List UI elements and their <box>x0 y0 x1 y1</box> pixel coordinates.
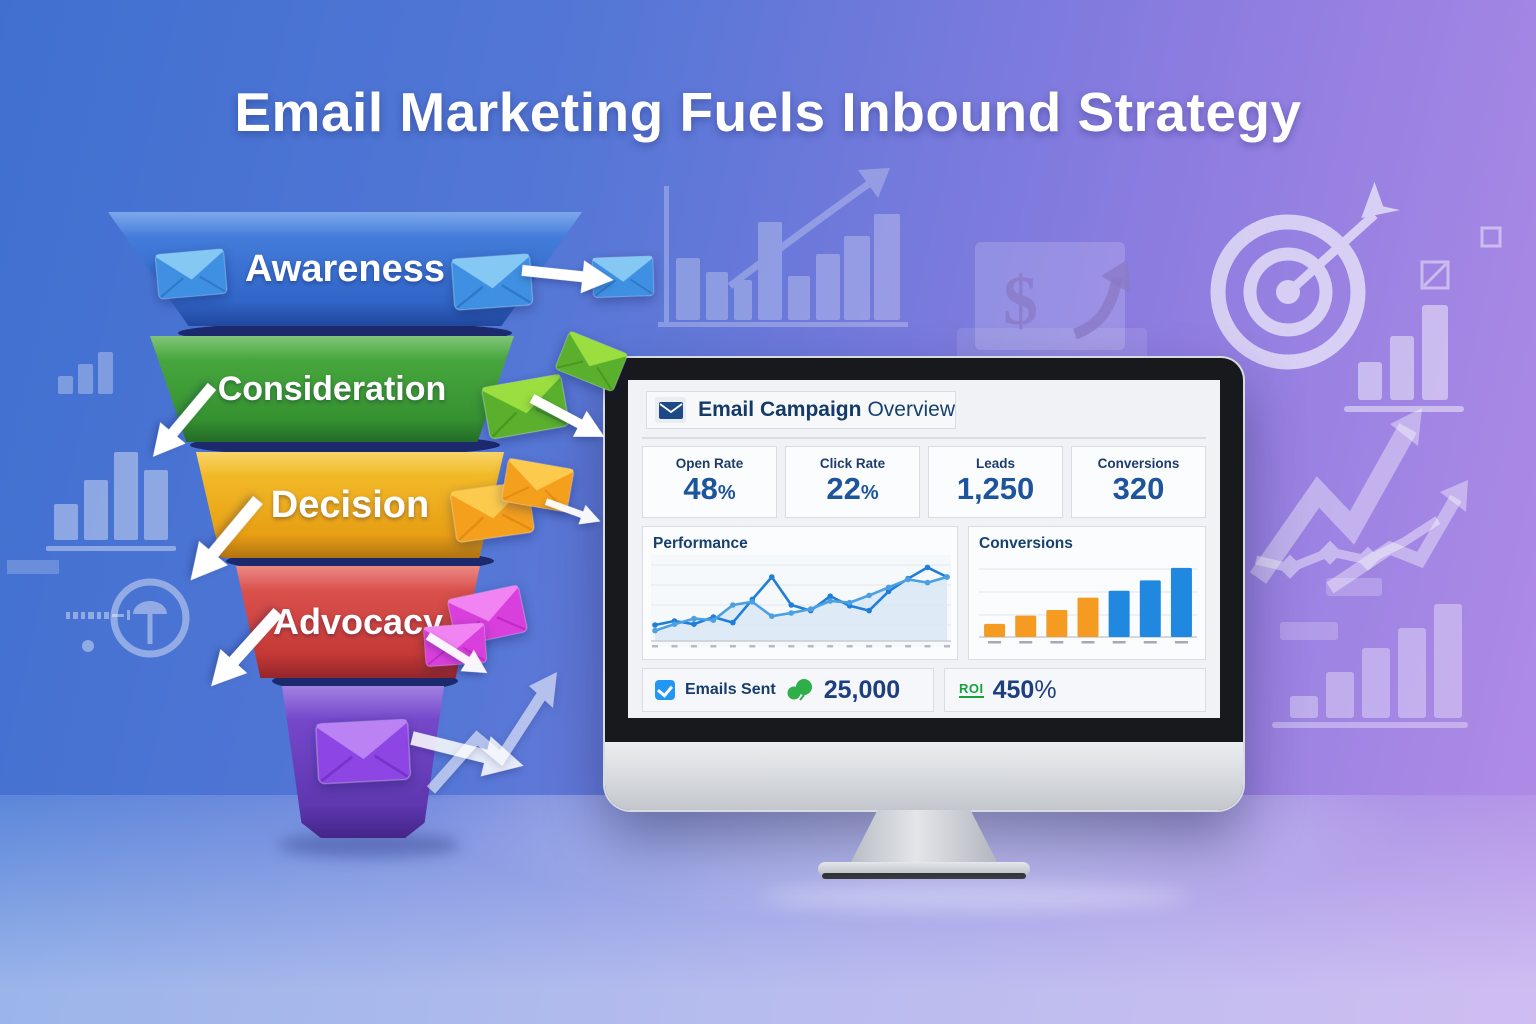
small-squares-icon <box>1420 226 1502 290</box>
bar-chart-icon-left-mid <box>46 452 176 551</box>
stat-label: Open Rate <box>675 456 744 471</box>
gauge-icon <box>110 578 190 658</box>
stat-value: 48 <box>683 471 718 506</box>
envelope-icon <box>500 452 576 513</box>
stat-value: 22 <box>826 471 861 506</box>
faint-rect <box>7 560 59 574</box>
envelope-icon <box>314 712 412 786</box>
stat-suffix: % <box>717 482 736 504</box>
white-arrow-icon <box>520 252 615 298</box>
white-arrow-icon <box>139 374 226 468</box>
performance-title: Performance <box>653 535 748 552</box>
envelope-icon <box>479 367 570 441</box>
roi-suffix: % <box>1034 675 1057 704</box>
stat-card-click-rate: Click Rate 22% <box>785 446 920 518</box>
zigzag-arrow-icon <box>1249 423 1417 584</box>
target-dart-icon <box>1210 181 1400 370</box>
floor-reflection <box>760 884 1190 910</box>
header-divider <box>642 437 1206 439</box>
monitor-chin <box>605 742 1243 810</box>
page-title: Email Marketing Fuels Inbound Strategy <box>234 81 1302 143</box>
stat-card-open-rate: Open Rate 48% <box>642 446 777 518</box>
bar-chart-icon-right-bottom <box>1272 578 1468 728</box>
emails-sent-value: 25,000 <box>823 675 901 704</box>
dollar-growth-icon: $ <box>957 242 1147 368</box>
dashboard-screen: Email Campaign Overview Open Rate 48% Cli… <box>628 380 1220 718</box>
bar-chart-icon-left-top <box>58 352 113 394</box>
dashboard-header: Email Campaign Overview <box>646 391 956 429</box>
performance-line-chart <box>651 555 951 648</box>
emails-sent-label: Emails Sent <box>685 681 776 698</box>
monitor-base <box>818 862 1030 876</box>
monitor-stand <box>849 810 999 866</box>
white-arrow-icon <box>542 491 604 533</box>
envelope-icon <box>450 247 534 312</box>
stat-card-leads: Leads 1,250 <box>928 446 1063 518</box>
envelope-icon <box>655 397 687 423</box>
zigzag-arrowhead-2 <box>1440 480 1468 512</box>
zigzag-arrow-icon <box>425 668 565 798</box>
roi-value: 450 <box>992 675 1035 704</box>
stat-value: 320 <box>1112 471 1165 506</box>
white-arrow-icon <box>421 624 495 685</box>
stat-label: Leads <box>975 456 1016 471</box>
stat-value: 1,250 <box>956 471 1035 506</box>
envelope-icon <box>591 251 655 299</box>
stat-suffix: % <box>860 482 879 504</box>
dashboard-title: Email Campaign Overview <box>698 398 955 422</box>
stat-label: Conversions <box>1097 456 1180 471</box>
svg-text:$: $ <box>1003 263 1038 340</box>
tiny-caption-marks <box>66 610 130 652</box>
envelope-icon <box>553 326 630 394</box>
growth-bar-chart-icon <box>658 168 908 327</box>
white-arrow-icon <box>196 599 293 700</box>
funnel-stage-label: Advocacy <box>272 601 444 642</box>
performance-panel: Performance <box>642 526 958 660</box>
stat-label: Click Rate <box>819 456 886 471</box>
roi-card: ROI 450% <box>944 668 1206 712</box>
envelope-icon <box>154 243 228 301</box>
floor-surface <box>0 795 1536 1024</box>
diamond-line-icon <box>1254 516 1441 579</box>
funnel-stage-label: Awareness <box>245 247 445 290</box>
monitor-base-edge <box>822 873 1026 879</box>
balloons-icon <box>787 679 812 701</box>
emails-sent-card: Emails Sent 25,000 <box>642 668 934 712</box>
conversions-title: Conversions <box>979 535 1073 552</box>
dashboard-title-regular: Overview <box>867 398 955 421</box>
conversions-panel: Conversions <box>968 526 1206 660</box>
conversions-bar-chart <box>979 567 1197 644</box>
white-arrow-icon <box>174 487 274 594</box>
checkbox-icon <box>655 680 675 700</box>
stat-card-conversions: Conversions 320 <box>1071 446 1206 518</box>
roi-badge: ROI <box>959 681 984 699</box>
dashboard-title-bold: Email Campaign <box>698 398 862 421</box>
funnel-stage-label: Consideration <box>217 369 447 408</box>
funnel-stage-label: Decision <box>270 483 430 526</box>
bar-chart-icon-right-top <box>1344 305 1464 412</box>
zigzag-arrow-icon-2 <box>1326 494 1462 594</box>
zigzag-arrowhead <box>1390 408 1422 446</box>
white-arrow-icon <box>524 384 612 451</box>
